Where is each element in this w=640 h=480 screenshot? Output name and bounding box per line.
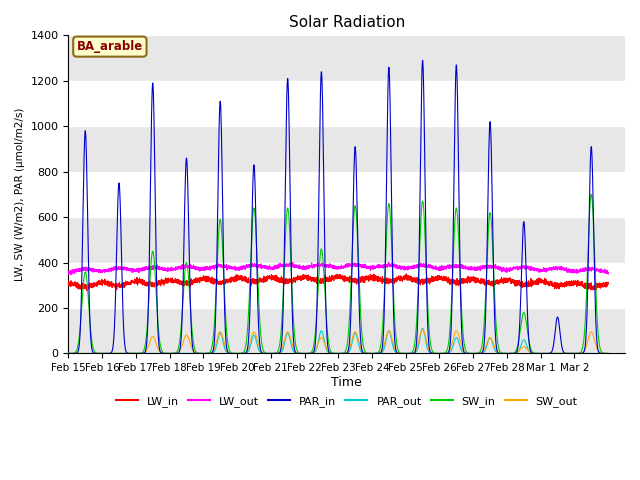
SW_out [513, 350, 520, 356]
LW_out [177, 264, 184, 269]
LW_out [358, 263, 366, 268]
SW_in [358, 333, 366, 339]
PAR_in [527, 348, 534, 354]
LW_in [486, 280, 494, 286]
SW_in [65, 350, 72, 356]
LW_in [358, 277, 366, 283]
Line: SW_out: SW_out [68, 330, 608, 353]
PAR_out [177, 350, 184, 356]
SW_out [527, 350, 534, 356]
PAR_in [65, 350, 72, 356]
LW_out [486, 263, 494, 268]
PAR_out [358, 350, 366, 356]
Line: LW_out: LW_out [68, 263, 608, 275]
LW_in [527, 281, 534, 287]
PAR_in [419, 58, 426, 63]
PAR_out [486, 335, 494, 340]
Y-axis label: LW, SW (W/m2), PAR (μmol/m2/s): LW, SW (W/m2), PAR (μmol/m2/s) [15, 108, 25, 281]
Legend: LW_in, LW_out, PAR_in, PAR_out, SW_in, SW_out: LW_in, LW_out, PAR_in, PAR_out, SW_in, S… [111, 392, 582, 411]
LW_in [65, 278, 72, 284]
PAR_out [387, 334, 395, 340]
SW_out [177, 347, 184, 353]
SW_in [604, 350, 612, 356]
LW_out [65, 269, 72, 275]
PAR_out [65, 350, 72, 356]
SW_out [65, 350, 72, 356]
Bar [68, 126, 625, 172]
SW_in [513, 346, 520, 352]
SW_in [177, 334, 184, 339]
PAR_in [177, 344, 184, 350]
PAR_in [486, 120, 494, 125]
Line: PAR_out: PAR_out [68, 328, 608, 353]
PAR_in [387, 164, 395, 169]
PAR_in [358, 348, 366, 354]
LW_out [67, 272, 75, 278]
LW_out [385, 260, 392, 265]
LW_out [604, 271, 612, 277]
SW_in [486, 210, 494, 216]
LW_out [527, 264, 534, 269]
PAR_out [419, 325, 426, 331]
LW_in [83, 288, 91, 294]
LW_in [604, 279, 612, 285]
SW_in [527, 345, 534, 351]
LW_in [177, 279, 184, 285]
Text: BA_arable: BA_arable [77, 40, 143, 53]
SW_out [387, 332, 395, 338]
Bar [68, 308, 625, 353]
SW_out [358, 348, 366, 354]
PAR_in [604, 350, 612, 356]
Bar [68, 217, 625, 263]
Line: PAR_in: PAR_in [68, 60, 608, 353]
SW_in [588, 192, 595, 197]
X-axis label: Time: Time [332, 376, 362, 389]
SW_out [419, 327, 426, 333]
SW_in [387, 229, 395, 235]
Bar [68, 36, 625, 81]
LW_in [387, 276, 395, 282]
PAR_out [513, 350, 520, 356]
LW_out [513, 264, 521, 270]
Title: Solar Radiation: Solar Radiation [289, 15, 405, 30]
LW_out [387, 262, 395, 267]
PAR_in [513, 349, 520, 355]
PAR_out [527, 350, 534, 356]
Line: LW_in: LW_in [68, 274, 608, 291]
LW_in [403, 271, 410, 277]
SW_out [486, 335, 494, 340]
PAR_out [604, 350, 612, 356]
SW_out [604, 350, 612, 356]
LW_in [513, 279, 521, 285]
Line: SW_in: SW_in [68, 194, 608, 353]
